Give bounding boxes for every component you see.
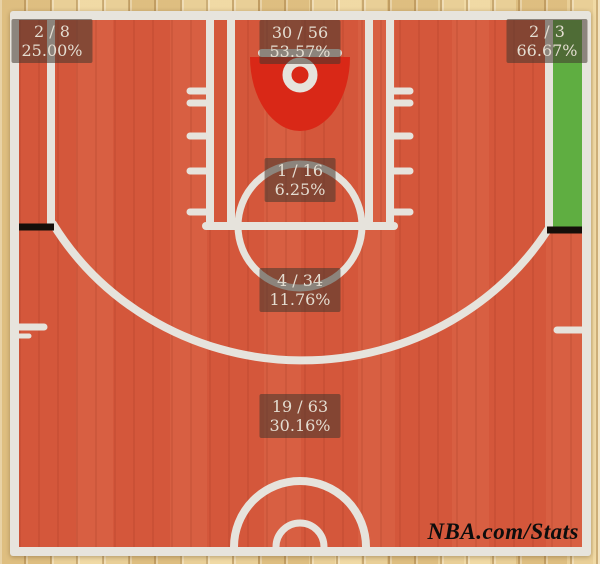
zone-label-above-the-break-3: 19 / 63 30.16% bbox=[259, 394, 341, 438]
zone-label-in-the-paint: 1 / 16 6.25% bbox=[264, 158, 336, 202]
zone-percentage: 30.16% bbox=[269, 416, 331, 435]
zone-percentage: 6.25% bbox=[274, 180, 326, 199]
zone-percentage: 66.67% bbox=[516, 41, 578, 60]
zone-percentage: 25.00% bbox=[21, 41, 83, 60]
center-circle-outer bbox=[230, 477, 370, 547]
zone-made-attempts: 2 / 3 bbox=[529, 22, 565, 41]
zone-made-attempts: 19 / 63 bbox=[271, 397, 329, 416]
zone-label-mid-range: 4 / 34 11.76% bbox=[259, 268, 341, 312]
zone-percentage: 11.76% bbox=[269, 290, 331, 309]
zone-made-attempts: 1 / 16 bbox=[276, 161, 324, 180]
zone-made-attempts: 4 / 34 bbox=[276, 271, 324, 290]
lane-hash-marks-right bbox=[389, 87, 414, 216]
restricted-area-hot-zone bbox=[250, 57, 350, 131]
zone-made-attempts: 30 / 56 bbox=[271, 23, 329, 42]
zone-label-restricted-area: 30 / 56 53.57% bbox=[259, 20, 341, 64]
three-point-arc bbox=[49, 220, 553, 365]
center-circle-inner bbox=[272, 519, 328, 547]
zone-made-attempts: 2 / 8 bbox=[34, 22, 70, 41]
zone-label-left-corner-3: 2 / 8 25.00% bbox=[11, 19, 93, 63]
zone-label-right-corner-3: 2 / 3 66.67% bbox=[506, 19, 588, 63]
zone-percentage: 53.57% bbox=[269, 42, 331, 61]
nba-stats-watermark: NBA.com/Stats bbox=[427, 519, 579, 544]
lane-hash-marks-left bbox=[186, 87, 211, 216]
